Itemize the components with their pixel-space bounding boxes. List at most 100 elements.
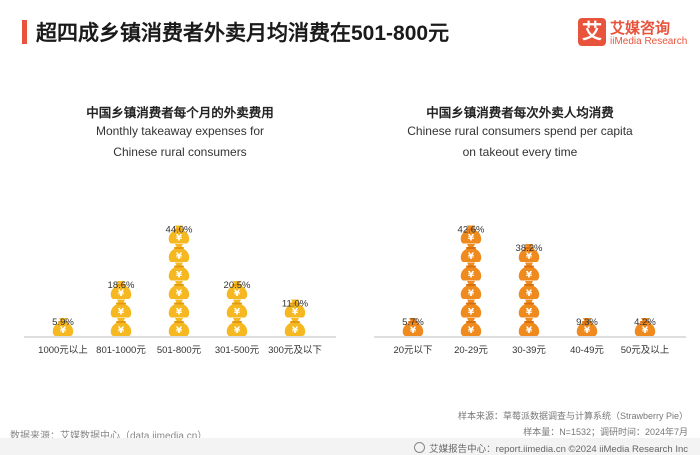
- yuan-symbol: ¥: [176, 308, 183, 318]
- bar-4: ¥¥: [284, 299, 306, 336]
- title-accent-bar: [22, 20, 27, 44]
- yuan-symbol: ¥: [584, 326, 591, 336]
- data-label: 4.2%: [634, 317, 656, 328]
- money-bag-icon: [168, 244, 190, 262]
- money-bag-icon: [52, 318, 74, 336]
- bar-0: ¥: [402, 318, 424, 336]
- data-label: 5.7%: [402, 317, 424, 328]
- money-bag-icon: [518, 318, 540, 336]
- bar-0: ¥: [52, 318, 74, 336]
- data-label: 11.0%: [282, 299, 309, 310]
- money-bag-icon: [460, 244, 482, 262]
- bar-4: ¥: [634, 318, 656, 336]
- money-bag-tie: [524, 265, 534, 268]
- yuan-symbol: ¥: [642, 326, 649, 336]
- money-bag-tie: [466, 265, 476, 268]
- money-bag-tie: [232, 321, 242, 323]
- money-bag-tie: [58, 321, 68, 323]
- category-label: 1000元以上: [38, 345, 88, 356]
- money-bag-icon: [460, 225, 482, 244]
- bar-3: ¥: [576, 318, 598, 336]
- money-bag-tie: [466, 284, 476, 286]
- category-label: 20-29元: [454, 345, 488, 356]
- money-bag-icon: [402, 318, 424, 336]
- left-chart-subtitle-line2: Chinese rural consumers: [113, 145, 247, 159]
- bar-2: ¥ ¥ ¥ ¥ ¥: [518, 244, 540, 336]
- money-bag-icon: [226, 281, 248, 299]
- money-bag-icon: [518, 281, 540, 299]
- money-bag-tie: [524, 247, 534, 249]
- money-bag-tie: [174, 265, 184, 268]
- left-chart-subtitle: Monthly takeaway expenses for Chinese ru…: [40, 121, 320, 163]
- money-bag-icon: [168, 225, 190, 244]
- money-bag-tie: [232, 284, 242, 286]
- brand-logo: 艾 艾媒咨询 iiMedia Research: [578, 14, 688, 54]
- yuan-symbol: ¥: [176, 234, 183, 244]
- yuan-symbol: ¥: [60, 326, 67, 336]
- sample-size: 样本量：N=1532；调研时间：2024年7月: [523, 427, 688, 437]
- money-bag-icon: [634, 318, 656, 336]
- left-chart-subtitle-line1: Monthly takeaway expenses for: [95, 124, 265, 138]
- money-bag-icon: [168, 299, 190, 318]
- money-bag-tie: [582, 321, 592, 323]
- money-bag-tie: [408, 321, 418, 323]
- bar-1: ¥ ¥ ¥: [110, 281, 132, 336]
- money-bag-icon: [168, 262, 190, 281]
- money-bag-tie: [174, 321, 184, 323]
- money-bag-tie: [466, 247, 476, 249]
- yuan-symbol: ¥: [526, 252, 533, 262]
- left-pictograph-chart: ¥5.9%1000元以上¥¥¥18.6%801-1000元¥¥¥¥¥¥44.0%…: [24, 225, 336, 356]
- right-chart-subtitle-line1: Chinese rural consumers spend per capita: [407, 124, 633, 138]
- logo-mark-icon: 艾: [578, 18, 606, 46]
- yuan-symbol: ¥: [410, 326, 417, 336]
- money-bag-tie: [174, 228, 184, 231]
- yuan-symbol: ¥: [468, 289, 475, 299]
- category-label: 50元及以上: [621, 345, 670, 356]
- category-label: 501-800元: [157, 345, 202, 356]
- money-bag-icon: [110, 318, 132, 336]
- yuan-symbol: ¥: [468, 308, 475, 318]
- money-bag-tie: [524, 302, 534, 305]
- yuan-symbol: ¥: [118, 308, 125, 318]
- right-chart-title: 中国乡镇消费者每次外卖人均消费: [426, 106, 614, 120]
- sample-source: 样本来源：草莓派数据调查与计算系统（Strawberry Pie）: [457, 411, 688, 421]
- money-bag-tie: [174, 284, 184, 286]
- money-bag-tie: [232, 302, 242, 305]
- category-label: 40-49元: [570, 345, 604, 356]
- data-label: 20.5%: [224, 280, 251, 291]
- money-bag-tie: [116, 284, 126, 286]
- money-bag-tie: [174, 247, 184, 249]
- money-bag-tie: [466, 302, 476, 305]
- money-bag-icon: [110, 299, 132, 318]
- yuan-symbol: ¥: [526, 308, 533, 318]
- data-label: 5.9%: [52, 317, 74, 328]
- yuan-symbol: ¥: [234, 308, 241, 318]
- money-bag-icon: [284, 318, 306, 336]
- money-bag-icon: [518, 262, 540, 281]
- data-label: 42.6%: [458, 225, 485, 236]
- money-bag-icon: [460, 299, 482, 318]
- money-bag-icon: [460, 262, 482, 281]
- money-bag-tie: [174, 302, 184, 305]
- yuan-symbol: ¥: [292, 308, 299, 318]
- right-pictograph-chart: ¥5.7% 20元以下 ¥ ¥ ¥ ¥ ¥ ¥42.6% 20-29元 ¥ ¥ ¥ ¥ ¥38.2% 30-…: [374, 225, 686, 356]
- money-bag-icon: [576, 318, 598, 336]
- money-bag-tie: [466, 321, 476, 323]
- yuan-symbol: ¥: [118, 326, 125, 336]
- bar-3: ¥ ¥ ¥: [226, 281, 248, 336]
- bar-1: ¥ ¥ ¥ ¥ ¥ ¥: [460, 225, 482, 336]
- money-bag-icon: [460, 318, 482, 336]
- money-bag-tie: [290, 302, 300, 305]
- yuan-symbol: ¥: [468, 252, 475, 262]
- data-label: 38.2%: [516, 243, 543, 254]
- logo-english: iiMedia Research: [610, 36, 688, 47]
- money-bag-tie: [640, 321, 650, 323]
- money-bag-icon: [110, 281, 132, 299]
- yuan-symbol: ¥: [526, 326, 533, 336]
- logo-name: 艾媒咨询: [610, 20, 671, 37]
- money-bag-icon: [168, 318, 190, 336]
- money-bag-icon: [460, 281, 482, 299]
- right-chart-subtitle: Chinese rural consumers spend per capita…: [380, 121, 660, 163]
- data-source: 数据来源：艾媒数据中心（data.iimedia.cn）: [10, 431, 208, 442]
- yuan-symbol: ¥: [176, 271, 183, 281]
